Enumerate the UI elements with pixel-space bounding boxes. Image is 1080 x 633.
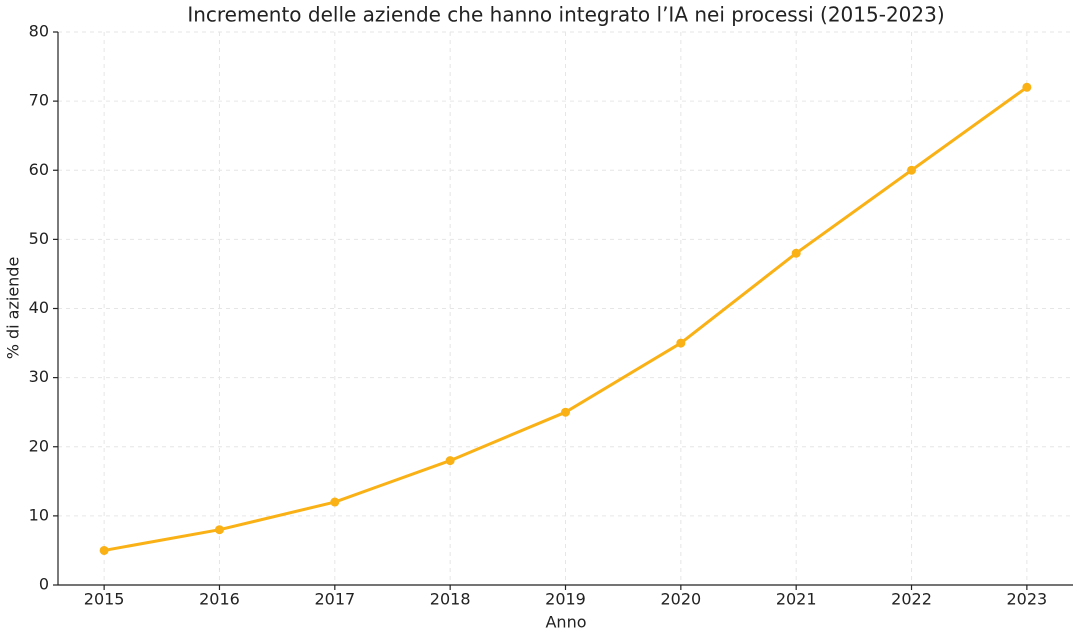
x-tick-label: 2021 bbox=[776, 590, 817, 609]
data-point bbox=[791, 248, 801, 258]
x-axis-label: Anno bbox=[545, 613, 586, 632]
data-point bbox=[1022, 82, 1032, 92]
data-point bbox=[99, 545, 109, 555]
data-point bbox=[907, 165, 917, 175]
x-tick-label: 2019 bbox=[545, 590, 586, 609]
data-point bbox=[330, 497, 340, 507]
y-tick-label: 60 bbox=[29, 160, 49, 179]
data-point bbox=[676, 338, 686, 348]
x-tick-label: 2022 bbox=[891, 590, 932, 609]
y-tick-label: 30 bbox=[29, 367, 49, 386]
y-tick-label: 70 bbox=[29, 91, 49, 110]
x-tick-label: 2023 bbox=[1007, 590, 1048, 609]
y-tick-label: 50 bbox=[29, 229, 49, 248]
x-tick-label: 2016 bbox=[199, 590, 240, 609]
chart-title: Incremento delle aziende che hanno integ… bbox=[187, 3, 944, 27]
data-point bbox=[445, 456, 455, 466]
data-point bbox=[561, 407, 570, 417]
y-tick-label: 10 bbox=[29, 505, 49, 524]
data-point bbox=[214, 525, 224, 535]
x-tick-label: 2017 bbox=[314, 590, 355, 609]
y-tick-label: 20 bbox=[29, 436, 49, 455]
y-tick-label: 40 bbox=[29, 298, 49, 317]
x-tick-label: 2018 bbox=[430, 590, 471, 609]
x-tick-label: 2015 bbox=[84, 590, 125, 609]
y-axis-label: % di aziende bbox=[4, 257, 23, 360]
y-tick-label: 80 bbox=[29, 22, 49, 41]
x-tick-label: 2020 bbox=[660, 590, 701, 609]
y-tick-label: 0 bbox=[39, 575, 49, 594]
